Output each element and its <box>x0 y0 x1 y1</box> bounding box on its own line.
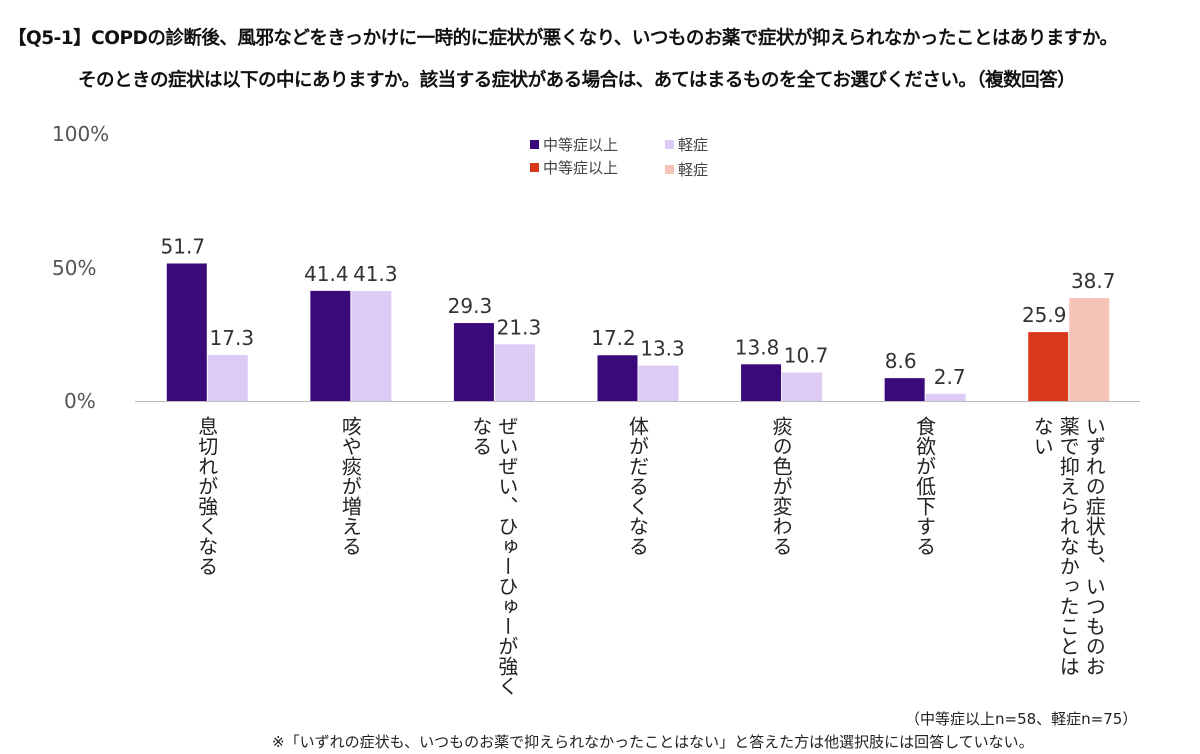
data-label: 17.3 <box>210 326 255 350</box>
y-tick-100: 100% <box>52 122 110 146</box>
sample-size-note: （中等症以上n=58、軽症n=75） <box>905 710 1138 728</box>
bar <box>597 355 638 401</box>
bar <box>351 291 392 401</box>
category-label: 息切れが強くなる <box>195 416 219 576</box>
category-label: 食欲が低下する <box>913 416 937 556</box>
bar <box>207 354 248 401</box>
bar <box>782 372 823 401</box>
bar <box>741 364 782 401</box>
category-label-line: 体がだるくなる <box>625 416 650 556</box>
category-label: 体がだるくなる <box>626 416 650 556</box>
legend-item-moderate-none: 中等症以上 <box>530 157 618 178</box>
y-tick-50: 50% <box>52 256 97 280</box>
legend-label: 中等症以上 <box>543 136 619 154</box>
category-label: ぜいぜい、ひゅーひゅーが強く なる <box>469 416 519 696</box>
y-tick-0: 0% <box>64 389 96 413</box>
data-label: 51.7 <box>161 234 206 258</box>
category-label-line: いずれの症状も、いつものお <box>1082 416 1107 676</box>
data-label: 41.3 <box>353 262 398 286</box>
footnote: ※「いずれの症状も、いつものお薬で抑えられなかったことはない」と答えた方は他選択… <box>272 733 1034 751</box>
bar <box>638 365 679 401</box>
bar <box>925 393 966 401</box>
category-label-line: ない <box>1030 416 1055 456</box>
legend-swatch <box>665 140 674 149</box>
legend-swatch <box>665 165 674 174</box>
bar <box>494 344 535 401</box>
legend-item-moderate: 中等症以上 <box>530 134 618 155</box>
legend-item-mild-none: 軽症 <box>665 159 708 180</box>
data-label: 8.6 <box>885 349 917 373</box>
category-label-line: 薬で抑えられなかったことは <box>1056 416 1081 676</box>
category-label-line: ぜいぜい、ひゅーひゅーが強く <box>494 416 519 696</box>
data-label: 29.3 <box>448 294 493 318</box>
data-label: 25.9 <box>1022 303 1067 327</box>
bar <box>884 378 925 401</box>
bar <box>453 323 494 401</box>
data-label: 2.7 <box>934 365 966 389</box>
category-label: 痰の色が変わる <box>769 416 793 556</box>
data-label: 41.4 <box>304 262 349 286</box>
category-label-line: 息切れが強くなる <box>194 416 219 576</box>
category-label-line: 痰の色が変わる <box>769 416 794 556</box>
category-label-line: 咳や痰が増える <box>338 416 363 556</box>
data-label: 13.8 <box>735 335 780 359</box>
data-label: 38.7 <box>1071 269 1116 293</box>
legend-label: 中等症以上 <box>543 159 619 177</box>
data-label: 10.7 <box>784 344 829 368</box>
legend-label: 軽症 <box>678 136 709 154</box>
bar <box>1028 332 1069 401</box>
data-label: 13.3 <box>640 337 685 361</box>
bar <box>166 263 207 401</box>
legend-label: 軽症 <box>678 161 709 179</box>
category-label: 咳や痰が増える <box>338 416 362 556</box>
chart-title-line2: そのときの症状は以下の中にありますか。該当する症状がある場合は、あてはまるものを… <box>78 70 1076 91</box>
bar <box>310 290 351 401</box>
bar <box>1069 298 1110 401</box>
category-label: いずれの症状も、いつものお 薬で抑えられなかったことは ない <box>1030 416 1106 676</box>
data-label: 17.2 <box>591 326 636 350</box>
data-label: 21.3 <box>497 315 542 339</box>
category-label-line: なる <box>468 416 493 456</box>
legend-swatch <box>530 140 539 149</box>
chart-title-line1: 【Q5-1】COPDの診断後、風邪などをきっかけに一時的に症状が悪くなり、いつも… <box>8 28 1118 49</box>
category-label-line: 食欲が低下する <box>912 416 937 556</box>
legend-item-mild: 軽症 <box>665 134 708 155</box>
legend-swatch <box>530 163 539 172</box>
